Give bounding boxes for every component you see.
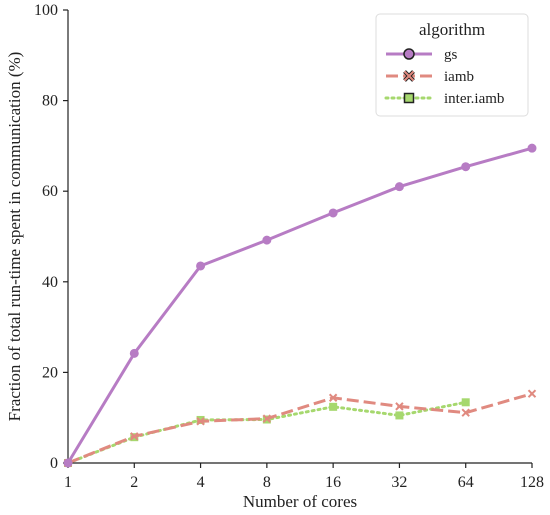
y-tick-label: 80 bbox=[42, 93, 58, 110]
y-tick-label: 60 bbox=[42, 183, 58, 200]
y-tick-label: 20 bbox=[42, 364, 58, 381]
axes: 0 20 40 60 80 100 1 2 4 8 16 32 64 128 bbox=[34, 2, 544, 491]
legend-title: algorithm bbox=[419, 20, 485, 39]
data-point bbox=[129, 348, 139, 358]
legend-marker bbox=[403, 92, 415, 104]
legend-box bbox=[375, 13, 529, 117]
x-tick-label: 32 bbox=[391, 474, 407, 491]
data-point bbox=[63, 458, 73, 468]
data-point bbox=[328, 393, 338, 402]
data-point bbox=[196, 261, 206, 271]
x-marker-stroke bbox=[196, 417, 205, 426]
legend-marker bbox=[403, 48, 415, 60]
x-marker-stroke bbox=[328, 393, 338, 402]
x-marker-stroke bbox=[130, 432, 139, 441]
series-line bbox=[66, 146, 533, 464]
x-tick-label: 4 bbox=[197, 474, 205, 491]
x-tick-label: 8 bbox=[263, 474, 271, 491]
y-tick-label: 0 bbox=[50, 455, 58, 472]
x-marker-stroke bbox=[262, 414, 272, 423]
data-point bbox=[262, 414, 272, 423]
x-marker-stroke bbox=[403, 70, 415, 82]
x-tick-label: 16 bbox=[325, 474, 341, 491]
data-point bbox=[395, 411, 404, 420]
legend-item: iamb bbox=[386, 69, 474, 85]
x-tick-label: 1 bbox=[64, 474, 72, 491]
y-axis-label: Fraction of total run-time spent in comm… bbox=[5, 52, 24, 422]
legend-label: inter.iamb bbox=[444, 91, 504, 107]
data-point bbox=[527, 389, 537, 398]
legend-item: inter.iamb bbox=[384, 91, 504, 107]
data-point bbox=[527, 143, 537, 153]
data-point bbox=[461, 162, 471, 172]
legend-label: iamb bbox=[444, 69, 474, 85]
data-point bbox=[461, 398, 470, 407]
x-marker-stroke bbox=[527, 389, 537, 398]
x-marker-stroke bbox=[461, 408, 470, 417]
data-point bbox=[329, 402, 338, 411]
x-axis-label: Number of cores bbox=[243, 492, 357, 511]
data-point bbox=[196, 417, 205, 426]
data-point bbox=[130, 432, 139, 441]
series-inter-iamb bbox=[64, 398, 470, 467]
data-point bbox=[395, 402, 404, 411]
legend-item: gs bbox=[386, 47, 458, 63]
data-point bbox=[328, 208, 338, 218]
x-tick-label: 64 bbox=[458, 474, 474, 491]
y-tick-label: 40 bbox=[42, 274, 58, 291]
legend: algorithm gs iamb inter.iamb bbox=[375, 13, 529, 117]
legend-marker bbox=[403, 70, 415, 82]
x-tick-label: 128 bbox=[520, 474, 544, 491]
y-tick-label: 100 bbox=[34, 2, 58, 19]
x-marker-stroke bbox=[395, 402, 404, 411]
series-layer bbox=[63, 143, 537, 468]
data-point bbox=[394, 182, 404, 192]
series-line bbox=[67, 392, 533, 465]
legend-label: gs bbox=[444, 47, 458, 63]
data-point bbox=[262, 235, 272, 245]
series-gs bbox=[63, 143, 537, 468]
x-tick-label: 2 bbox=[130, 474, 138, 491]
series-line bbox=[66, 400, 468, 465]
data-point bbox=[461, 408, 470, 417]
